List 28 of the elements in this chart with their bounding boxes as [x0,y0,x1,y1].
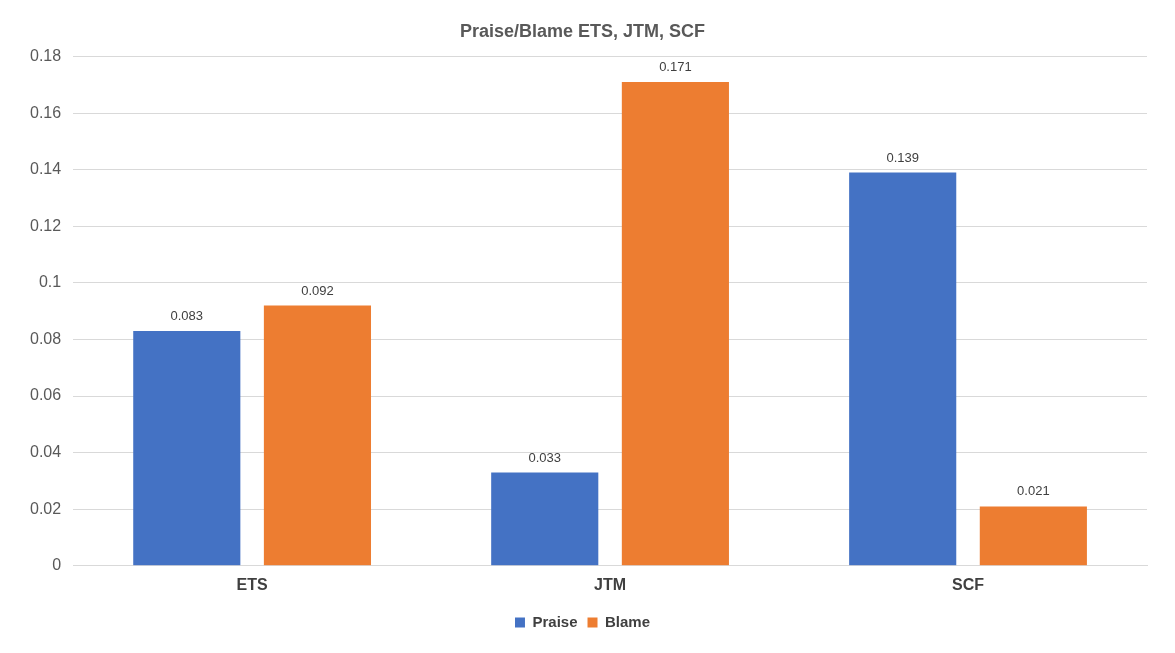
bar [621,82,729,566]
bar [849,172,957,566]
data-label: 0.092 [301,282,334,298]
y-tick-label: 0.16 [30,103,62,121]
legend-label: Blame [605,612,651,630]
y-tick-label: 0.12 [30,216,62,234]
y-tick-label: 0.02 [30,499,62,517]
x-tick-label: SCF [952,575,985,593]
data-label: 0.021 [1017,483,1050,499]
bar [133,331,241,566]
y-tick-label: 0.06 [30,386,62,404]
y-tick-label: 0.1 [38,273,62,291]
chart-title: Praise/Blame ETS, JTM, SCF [459,20,706,41]
x-tick-label: JTM [594,575,627,593]
y-tick-label: 0.14 [30,160,62,178]
data-label: 0.033 [528,449,562,465]
legend-label: Praise [532,612,578,630]
bar [491,472,599,566]
x-tick-label: ETS [236,575,268,593]
y-tick-label: 0 [52,556,62,574]
data-label: 0.083 [170,308,204,324]
bar [979,506,1087,566]
y-tick-label: 0.04 [30,443,62,461]
bar [263,305,372,566]
data-label: 0.171 [659,59,692,75]
y-tick-label: 0.08 [30,329,62,347]
y-tick-label: 0.18 [30,47,62,65]
data-label: 0.139 [886,149,919,165]
